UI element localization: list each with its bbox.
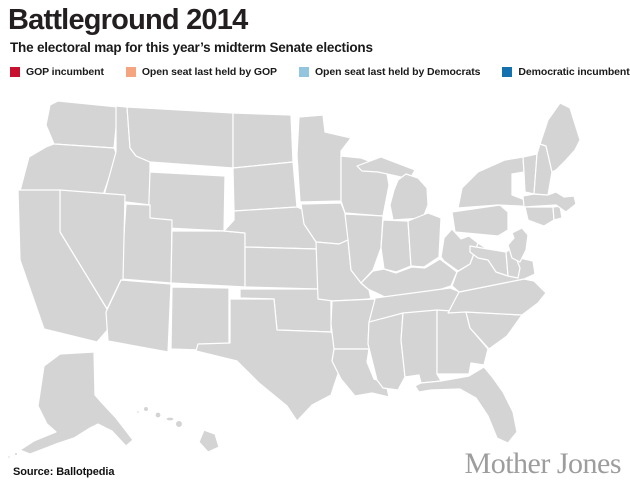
state-co[interactable]: [170, 230, 246, 288]
legend-swatch-open-dem-icon: [298, 67, 309, 77]
state-hi-maui[interactable]: [174, 419, 184, 429]
state-nm[interactable]: [170, 286, 230, 352]
state-ak-aleutian[interactable]: [13, 451, 19, 457]
state-pa[interactable]: [451, 204, 509, 237]
legend-label-open-dem: Open seat last held by Democrats: [314, 66, 481, 78]
legend-swatch-open-gop-icon: [125, 67, 136, 77]
legend-label-gop-incumbent: GOP incumbent: [26, 66, 104, 78]
state-ct[interactable]: [524, 206, 555, 227]
state-mt[interactable]: [126, 106, 234, 169]
state-wv[interactable]: [440, 228, 479, 272]
source-note: Source: Ballotpedia: [13, 466, 115, 478]
mother-jones-logo: Mother Jones: [464, 447, 622, 480]
legend-swatch-gop-incumbent-icon: [10, 67, 20, 77]
state-hi-big-island[interactable]: [198, 429, 220, 453]
state-la[interactable]: [331, 348, 390, 398]
state-in[interactable]: [380, 219, 412, 273]
state-ak-aleutian[interactable]: [7, 455, 11, 459]
state-ky[interactable]: [360, 258, 458, 298]
state-hi-oahu[interactable]: [154, 411, 162, 419]
legend-label-open-gop: Open seat last held by GOP: [141, 66, 277, 78]
state-me[interactable]: [539, 102, 581, 173]
page-title: Battleground 2014: [8, 4, 248, 36]
state-mn[interactable]: [296, 114, 352, 203]
us-senate-map: [0, 100, 630, 475]
state-mi-lower[interactable]: [389, 173, 429, 221]
state-hi-niihau[interactable]: [136, 410, 141, 415]
legend-item-open-gop: Open seat last held by GOP: [125, 66, 277, 78]
state-wa[interactable]: [45, 100, 119, 149]
state-sd[interactable]: [232, 161, 298, 212]
state-nd[interactable]: [232, 112, 294, 169]
page-subtitle: The electoral map for this year’s midter…: [10, 40, 373, 55]
legend-item-dem-incumbent: Democratic incumbent: [502, 66, 630, 78]
legend-item-gop-incumbent: GOP incumbent: [10, 66, 104, 78]
legend-swatch-dem-incumbent-icon: [502, 67, 513, 77]
state-al[interactable]: [400, 309, 442, 384]
state-oh[interactable]: [407, 212, 442, 268]
state-fl[interactable]: [414, 366, 518, 444]
state-ks[interactable]: [244, 246, 319, 290]
legend-item-open-dem: Open seat last held by Democrats: [298, 66, 481, 78]
state-tx[interactable]: [195, 298, 342, 422]
legend-label-dem-incumbent: Democratic incumbent: [518, 66, 630, 78]
state-hi-kauai[interactable]: [142, 405, 150, 413]
state-ak[interactable]: [19, 351, 134, 455]
state-vt[interactable]: [522, 153, 538, 195]
state-nj[interactable]: [507, 227, 529, 263]
state-hi-molokai[interactable]: [165, 416, 175, 422]
state-nc[interactable]: [447, 278, 547, 316]
legend: GOP incumbent Open seat last held by GOP…: [10, 66, 630, 78]
state-az[interactable]: [105, 279, 172, 353]
